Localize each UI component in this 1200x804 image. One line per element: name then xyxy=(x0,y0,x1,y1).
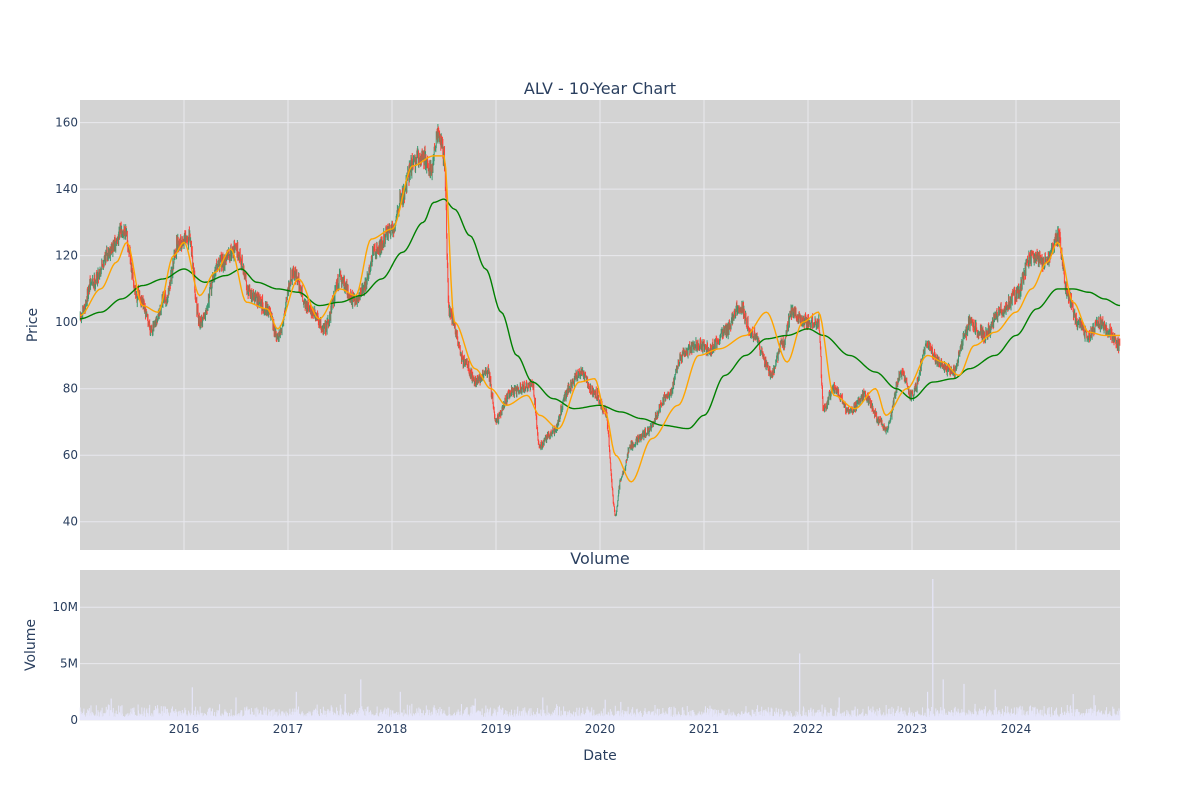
price-y-tick-label: 120 xyxy=(55,249,78,263)
price-y-tick-label: 100 xyxy=(55,315,78,329)
price-y-tick-label: 160 xyxy=(55,116,78,130)
price-y-tick-label: 140 xyxy=(55,182,78,196)
price-y-tick-label: 40 xyxy=(63,515,78,529)
price-y-axis-ticks: 40 60 80 100 120 140 160 xyxy=(55,116,78,529)
price-y-tick-label: 60 xyxy=(63,448,78,462)
price-chart-title: ALV - 10-Year Chart xyxy=(524,79,676,98)
price-y-tick-label: 80 xyxy=(63,382,78,396)
price-y-axis-title: Price xyxy=(25,308,41,342)
